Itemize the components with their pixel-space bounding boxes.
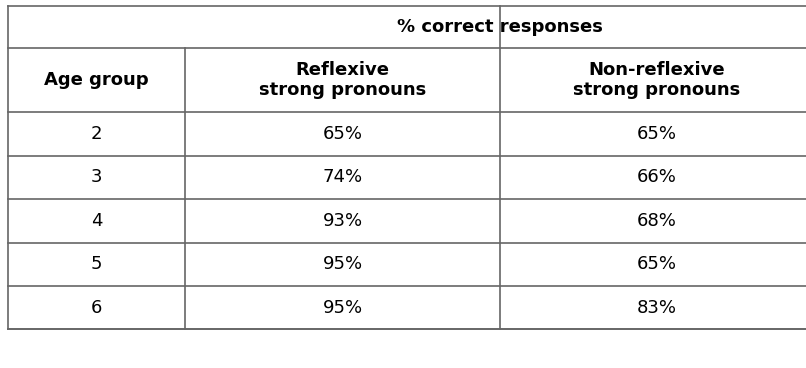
Text: Reflexive
strong pronouns: Reflexive strong pronouns [259, 61, 426, 99]
Text: 3: 3 [91, 169, 102, 186]
Text: 93%: 93% [322, 212, 363, 230]
Text: 65%: 65% [322, 125, 363, 143]
Text: Age group: Age group [44, 71, 149, 89]
Text: 5: 5 [91, 255, 102, 273]
Text: 83%: 83% [637, 299, 677, 316]
Text: 65%: 65% [637, 255, 677, 273]
Text: 2: 2 [91, 125, 102, 143]
Text: 95%: 95% [322, 299, 363, 316]
Text: 95%: 95% [322, 255, 363, 273]
Text: 4: 4 [91, 212, 102, 230]
Text: % correct responses: % correct responses [397, 18, 603, 36]
Text: Non-reflexive
strong pronouns: Non-reflexive strong pronouns [573, 61, 741, 99]
Text: 65%: 65% [637, 125, 677, 143]
Text: 6: 6 [91, 299, 102, 316]
Text: 74%: 74% [322, 169, 363, 186]
Text: 66%: 66% [637, 169, 677, 186]
Text: 68%: 68% [637, 212, 677, 230]
